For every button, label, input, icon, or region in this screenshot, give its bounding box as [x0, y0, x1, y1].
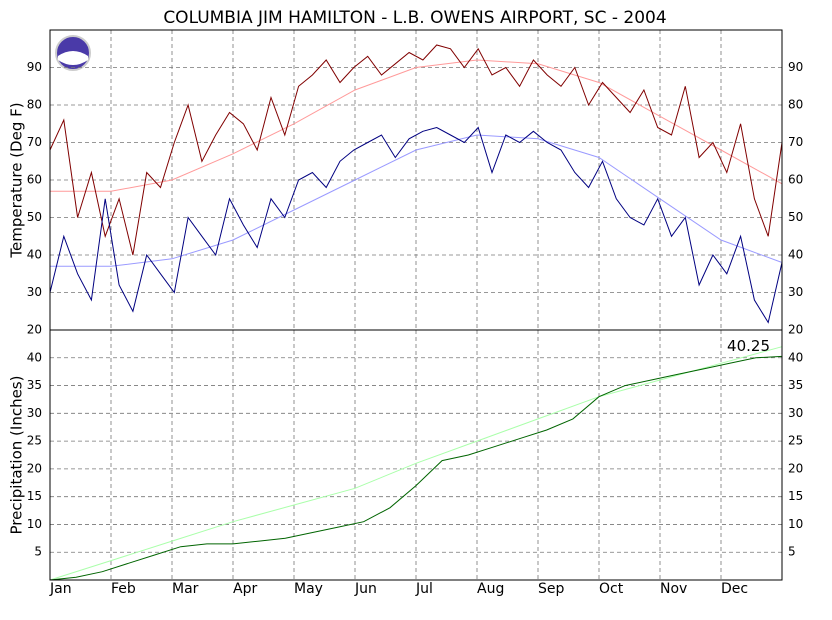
x-tick-label: May [294, 581, 323, 597]
y-tick-label-right: 60 [788, 173, 803, 187]
y-tick-label-right: 35 [788, 378, 803, 392]
y-tick-label-right: 10 [788, 517, 803, 531]
chart-title: COLUMBIA JIM HAMILTON - L.B. OWENS AIRPO… [163, 8, 666, 28]
x-tick-label: Oct [599, 581, 624, 597]
y-tick-label: 25 [27, 434, 42, 448]
series-line [49, 126, 783, 324]
plot-frame [49, 329, 783, 581]
noaa-logo [55, 35, 91, 71]
y-tick-label-right: 90 [788, 60, 803, 74]
y-axis-label: Precipitation (Inches) [8, 376, 26, 535]
y-tick-label-right: 20 [788, 323, 803, 337]
y-tick-label: 30 [27, 285, 42, 299]
y-tick-label-right: 30 [788, 406, 803, 420]
y-tick-label: 60 [27, 173, 42, 187]
x-tick-label: Jan [49, 581, 72, 597]
x-tick-label: Sep [538, 581, 565, 597]
y-tick-label-right: 70 [788, 135, 803, 149]
y-tick-label: 70 [27, 135, 42, 149]
y-tick-label: 40 [27, 248, 42, 262]
x-tick-label: Aug [477, 581, 504, 597]
x-tick-label: Jul [415, 581, 433, 597]
y-tick-label-right: 15 [788, 489, 803, 503]
y-axis-label: Temperature (Deg F) [8, 102, 26, 258]
x-tick-label: Dec [721, 581, 748, 597]
series-line [50, 59, 783, 192]
y-tick-label-right: 80 [788, 98, 803, 112]
series-line [49, 44, 783, 256]
x-tick-label: Feb [111, 581, 136, 597]
y-tick-label: 35 [27, 378, 42, 392]
y-tick-label-right: 50 [788, 210, 803, 224]
y-tick-label: 20 [27, 323, 42, 337]
y-tick-label: 90 [27, 60, 42, 74]
y-tick-label-right: 40 [788, 350, 803, 364]
y-tick-label: 10 [27, 517, 42, 531]
y-tick-label-right: 5 [788, 545, 796, 559]
y-tick-label: 15 [27, 489, 42, 503]
x-tick-label: Apr [233, 581, 257, 597]
y-tick-label: 20 [27, 461, 42, 475]
y-tick-label-right: 30 [788, 285, 803, 299]
y-tick-label: 5 [34, 545, 42, 559]
y-tick-label: 40 [27, 350, 42, 364]
y-tick-label: 50 [27, 210, 42, 224]
x-tick-label: Nov [660, 581, 687, 597]
y-tick-label: 80 [27, 98, 42, 112]
x-tick-label: Jun [354, 581, 377, 597]
annotation: 40.25 [727, 337, 770, 355]
y-tick-label-right: 20 [788, 461, 803, 475]
series-line [49, 346, 783, 581]
y-tick-label: 30 [27, 406, 42, 420]
series-line [49, 355, 783, 581]
x-tick-label: Mar [172, 581, 199, 597]
y-tick-label-right: 40 [788, 248, 803, 262]
y-tick-label-right: 25 [788, 434, 803, 448]
series-line [50, 134, 783, 267]
